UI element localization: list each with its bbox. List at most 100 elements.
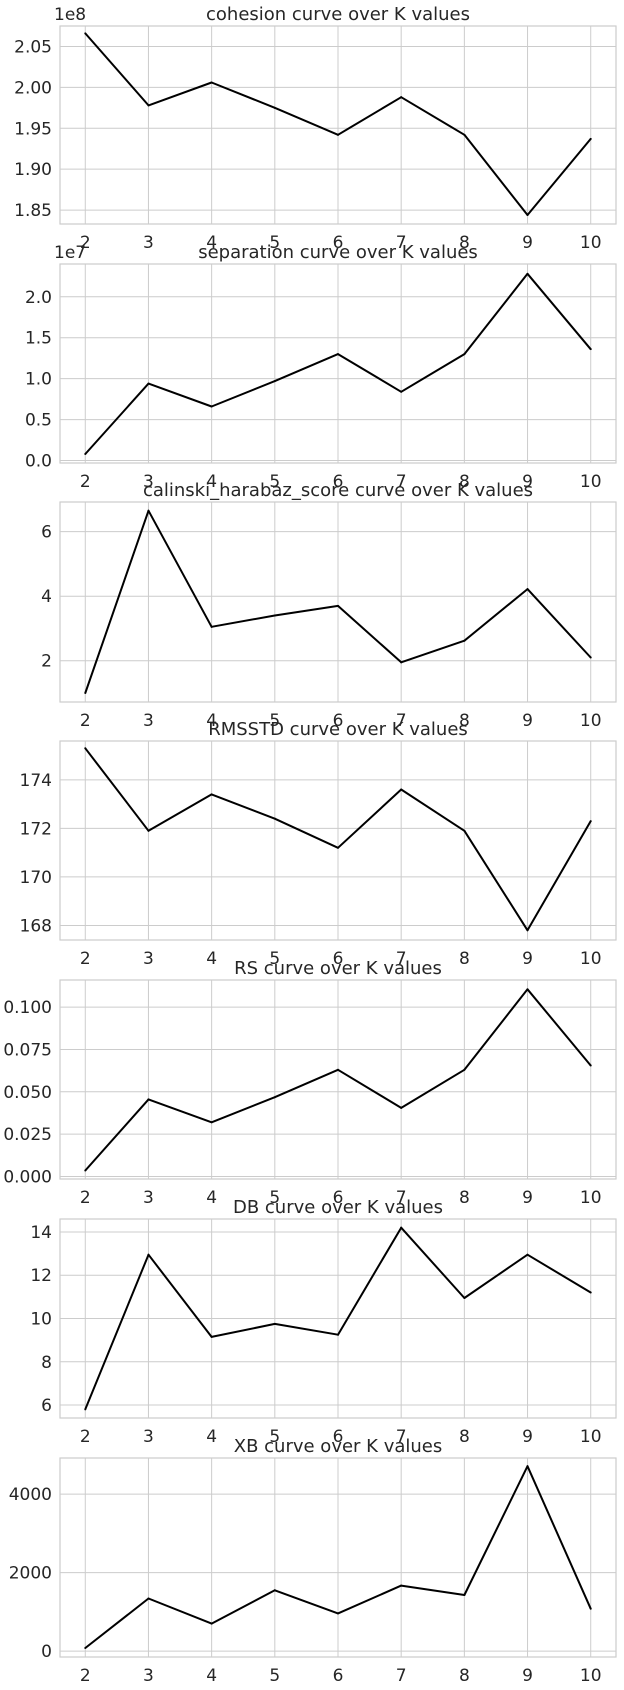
data-point bbox=[147, 1253, 150, 1256]
y-tick-label: 0.050 bbox=[3, 1083, 52, 1103]
y-tick-label: 1.95 bbox=[14, 119, 52, 139]
y-tick-label: 2 bbox=[41, 652, 52, 672]
y-tick-label: 0.000 bbox=[3, 1167, 52, 1187]
data-point bbox=[84, 1169, 87, 1172]
chart-title: cohesion curve over K values bbox=[206, 4, 470, 25]
x-tick-label: 8 bbox=[459, 233, 470, 253]
data-point bbox=[273, 380, 276, 383]
x-tick-label: 7 bbox=[396, 1666, 407, 1686]
axis-offset-label: 1e8 bbox=[54, 5, 86, 25]
data-point bbox=[463, 1593, 466, 1596]
chart-title: RMSSTD curve over K values bbox=[208, 719, 468, 740]
axes-frame bbox=[59, 501, 617, 703]
data-point bbox=[273, 817, 276, 820]
axis-offset-label: 1e7 bbox=[54, 243, 86, 263]
y-tick-label: 1.0 bbox=[25, 370, 52, 390]
data-point bbox=[273, 614, 276, 617]
x-tick-label: 4 bbox=[206, 1188, 217, 1208]
x-tick-label: 6 bbox=[333, 233, 344, 253]
x-tick-label: 5 bbox=[269, 949, 280, 969]
x-tick-label: 8 bbox=[459, 1666, 470, 1686]
x-tick-label: 10 bbox=[580, 1666, 602, 1686]
x-tick-label: 5 bbox=[269, 1188, 280, 1208]
data-point bbox=[84, 747, 87, 750]
data-point bbox=[589, 820, 592, 823]
data-point bbox=[210, 793, 213, 796]
y-tick-label: 0.100 bbox=[3, 998, 52, 1018]
x-tick-label: 9 bbox=[522, 949, 533, 969]
x-tick-label: 5 bbox=[269, 472, 280, 492]
x-tick-label: 10 bbox=[580, 1188, 602, 1208]
y-tick-label: 0.075 bbox=[3, 1040, 52, 1060]
data-point bbox=[337, 1068, 339, 1071]
x-tick-label: 3 bbox=[143, 1666, 154, 1686]
y-tick-label: 8 bbox=[41, 1353, 52, 1373]
data-point bbox=[84, 691, 87, 694]
x-tick-label: 5 bbox=[269, 1427, 280, 1447]
data-point bbox=[210, 625, 213, 628]
data-point bbox=[210, 405, 213, 408]
x-tick-label: 3 bbox=[143, 1188, 154, 1208]
x-tick-label: 4 bbox=[206, 472, 217, 492]
data-point bbox=[273, 1322, 276, 1325]
data-point bbox=[84, 32, 87, 35]
x-tick-label: 8 bbox=[459, 949, 470, 969]
x-tick-label: 6 bbox=[333, 949, 344, 969]
x-tick-label: 7 bbox=[396, 1188, 407, 1208]
x-tick-label: 2 bbox=[80, 472, 91, 492]
data-point bbox=[400, 1584, 403, 1587]
data-point bbox=[337, 353, 339, 356]
chart-panel-7: 2 3 4 5 6 7 8 9 10 0 2000 4000 XB curve over K value… bbox=[9, 1436, 617, 1686]
data-point bbox=[589, 348, 592, 351]
x-tick-label: 10 bbox=[580, 472, 602, 492]
x-tick-label: 5 bbox=[269, 711, 280, 731]
y-tick-label: 4000 bbox=[9, 1485, 52, 1505]
x-tick-label: 4 bbox=[206, 711, 217, 731]
data-point bbox=[273, 1096, 276, 1099]
data-point bbox=[526, 588, 529, 591]
axes-frame bbox=[59, 263, 617, 464]
chart-panel-1: 2 3 4 5 6 7 8 9 10 1.85 1.90 1.95 2.00 2.05 cohesion c… bbox=[14, 4, 617, 253]
x-tick-label: 8 bbox=[459, 1427, 470, 1447]
data-point bbox=[526, 929, 529, 932]
y-tick-label: 1.85 bbox=[14, 201, 52, 221]
x-tick-label: 8 bbox=[459, 711, 470, 731]
x-tick-label: 2 bbox=[80, 711, 91, 731]
chart-panel-2: 2 3 4 5 6 7 8 9 10 0.0 0.5 1.0 1.5 2.0 separation curv… bbox=[25, 242, 617, 492]
x-tick-label: 9 bbox=[522, 472, 533, 492]
y-tick-label: 1.5 bbox=[25, 329, 52, 349]
x-tick-label: 7 bbox=[396, 1427, 407, 1447]
data-point bbox=[400, 96, 403, 99]
chart-title: calinski_harabaz_score curve over K valu… bbox=[143, 480, 533, 501]
x-tick-label: 3 bbox=[143, 949, 154, 969]
x-tick-label: 5 bbox=[269, 1666, 280, 1686]
data-point bbox=[147, 104, 150, 107]
data-point bbox=[84, 452, 87, 455]
x-tick-label: 9 bbox=[522, 1188, 533, 1208]
axes-frame bbox=[59, 1457, 617, 1658]
chart-title: RS curve over K values bbox=[234, 958, 442, 979]
y-tick-label: 12 bbox=[30, 1266, 52, 1286]
axes-frame bbox=[59, 1218, 617, 1419]
data-point bbox=[210, 1335, 213, 1338]
chart-title: XB curve over K values bbox=[234, 1436, 443, 1457]
data-point bbox=[147, 829, 150, 832]
x-tick-label: 6 bbox=[333, 1427, 344, 1447]
y-tick-label: 2.00 bbox=[14, 78, 52, 98]
data-point bbox=[400, 390, 403, 393]
x-tick-label: 8 bbox=[459, 1188, 470, 1208]
x-tick-label: 4 bbox=[206, 233, 217, 253]
chart-panel-4: 2 3 4 5 6 7 8 9 10 168 170 172 174 RMSSTD curve over … bbox=[20, 719, 617, 969]
x-tick-label: 10 bbox=[580, 1427, 602, 1447]
x-tick-label: 4 bbox=[206, 1427, 217, 1447]
x-tick-label: 2 bbox=[80, 233, 91, 253]
chart-panel-3: 2 3 4 5 6 7 8 9 10 2 4 6 calinski_harabaz_score curv… bbox=[41, 480, 617, 731]
data-point bbox=[400, 1106, 403, 1109]
x-tick-label: 8 bbox=[459, 472, 470, 492]
y-tick-label: 0.025 bbox=[3, 1125, 52, 1145]
data-point bbox=[337, 1333, 339, 1336]
chart-title: DB curve over K values bbox=[233, 1197, 443, 1218]
y-tick-label: 4 bbox=[41, 587, 52, 607]
data-point bbox=[147, 1597, 150, 1600]
x-tick-label: 6 bbox=[333, 711, 344, 731]
